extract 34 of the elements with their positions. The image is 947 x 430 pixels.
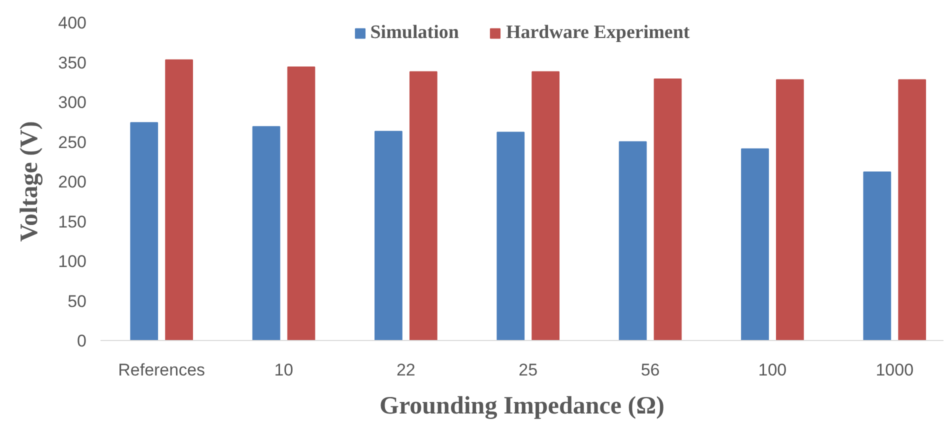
y-tick-label: 250: [58, 132, 87, 152]
x-tick-label: 100: [758, 360, 787, 380]
legend-label: Hardware Experiment: [506, 22, 690, 44]
bar: [898, 79, 926, 340]
bar: [654, 78, 682, 340]
x-axis-title: Grounding Impedance (Ω): [380, 392, 664, 420]
bar: [776, 79, 804, 340]
bar: [618, 141, 647, 340]
y-tick-label: 50: [68, 292, 87, 311]
bar: [252, 126, 280, 340]
x-tick-label: 56: [640, 360, 660, 380]
bar: [287, 66, 316, 340]
x-tick-label: 25: [518, 360, 538, 380]
x-tick-label: 1000: [876, 360, 914, 380]
y-axis-title: Voltage (V): [16, 121, 44, 242]
y-tick-label: 150: [58, 212, 87, 232]
y-tick-label: 350: [58, 53, 87, 72]
legend-label: Simulation: [370, 22, 459, 44]
x-tick-label: References: [118, 360, 206, 380]
bar: [863, 171, 892, 340]
x-tick-label: 10: [274, 360, 294, 380]
y-tick-label: 0: [77, 332, 87, 350]
bar: [130, 122, 158, 340]
bar: [165, 59, 193, 340]
x-tick-label: 22: [396, 360, 416, 380]
y-tick-label: 100: [58, 252, 87, 271]
bar: [532, 71, 560, 340]
bar: [374, 130, 402, 340]
y-tick-label: 400: [58, 14, 87, 32]
bar: [496, 132, 525, 340]
bar: [741, 148, 769, 340]
y-tick-label: 200: [58, 172, 87, 192]
bar: [409, 71, 438, 340]
y-tick-label: 300: [58, 93, 87, 112]
